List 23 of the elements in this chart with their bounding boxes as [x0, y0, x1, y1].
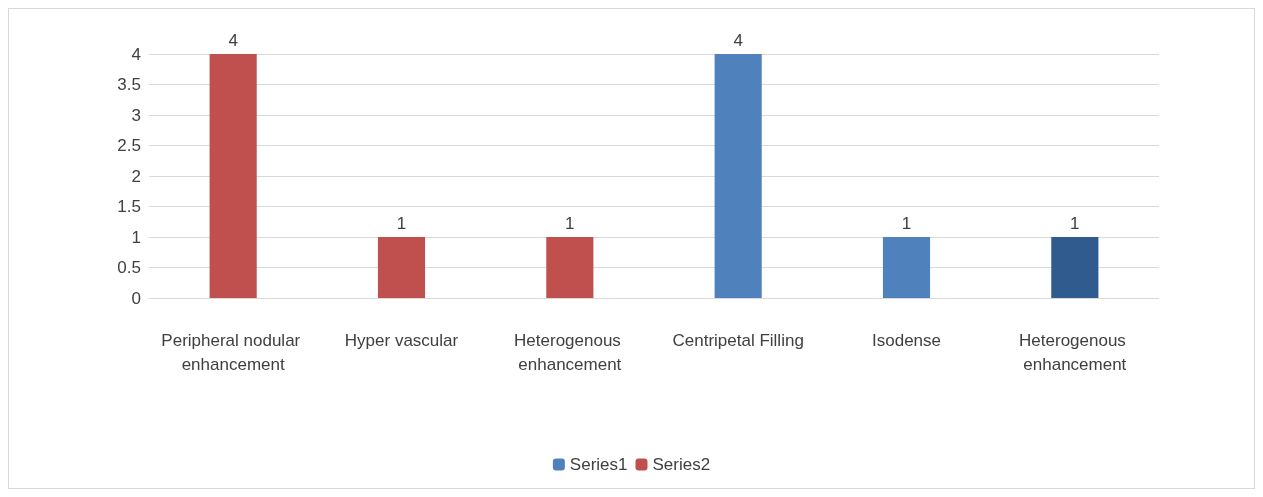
x-tick-label: Hyper vascular: [344, 330, 459, 350]
data-label: 1: [1070, 214, 1080, 233]
y-tick-label: 2.5: [117, 136, 141, 155]
y-tick-label: 3.5: [117, 75, 141, 94]
x-tick-label: Isodense: [872, 330, 941, 350]
data-label: 4: [733, 31, 743, 50]
x-tick-label: Heterogenous enhancement: [1019, 330, 1131, 374]
data-label: 1: [565, 214, 575, 233]
y-tick-label: 3: [131, 105, 141, 125]
x-tick-label: Peripheral nodular enhancement: [161, 330, 305, 374]
y-tick-label: 0: [131, 288, 141, 308]
y-tick-label: 2: [131, 166, 141, 186]
legend-label: Series1: [569, 455, 628, 474]
data-label: 1: [901, 214, 912, 233]
y-tick-label: 1: [131, 227, 141, 247]
x-tick-label: Heterogenous enhancement: [514, 330, 626, 374]
data-label: 4: [228, 31, 238, 50]
y-tick-label: 4: [131, 44, 141, 64]
data-label: 1: [396, 214, 407, 233]
y-tick-label: 1.5: [117, 197, 141, 216]
x-tick-label: Centripetal Filling: [672, 330, 804, 350]
y-tick-label: 0.5: [117, 258, 141, 277]
legend-label: Series2: [652, 455, 711, 474]
